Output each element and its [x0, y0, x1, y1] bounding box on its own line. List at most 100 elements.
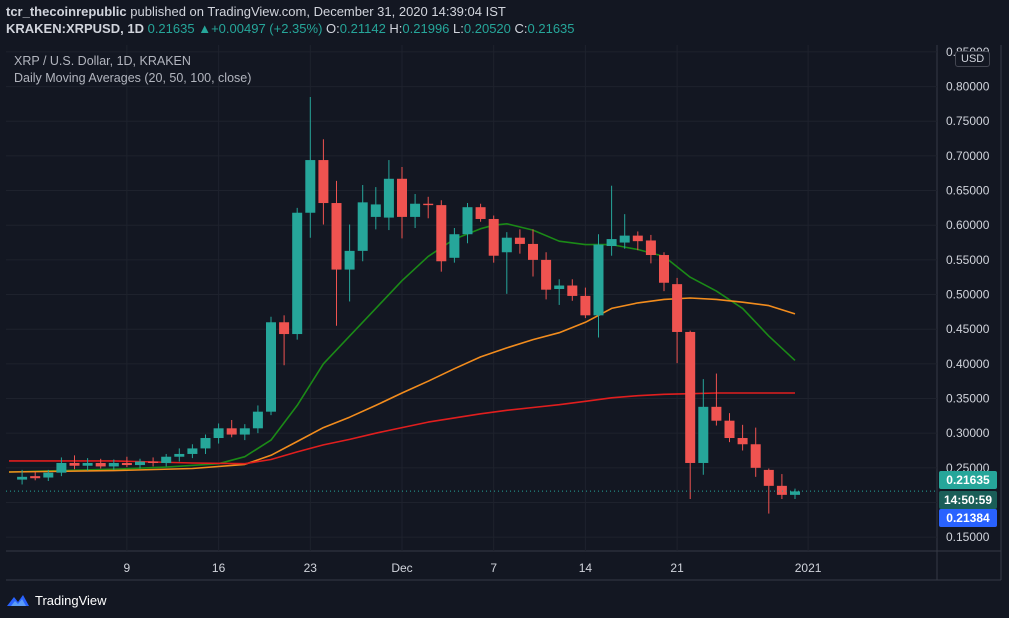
candle-body-up [305, 160, 316, 213]
candle-body-up [239, 428, 250, 435]
candle-body-down [737, 438, 748, 445]
tradingview-logo[interactable]: TradingView [6, 591, 107, 609]
candle-body-down [95, 462, 106, 467]
candle-body-up [619, 235, 630, 243]
candle-body-down [541, 259, 552, 290]
time-tick-label: 16 [212, 561, 226, 575]
candle-body-up [449, 234, 460, 258]
candle-body-up [383, 178, 394, 218]
candle-body-down [763, 469, 774, 486]
candle-body-up [266, 322, 276, 412]
price-change: +0.00497 (+2.35%) [211, 21, 323, 36]
candle-body-up [292, 212, 303, 335]
candle-body-up [698, 406, 709, 463]
close-value: 0.21635 [527, 21, 575, 36]
price-tick-label: 0.30000 [946, 426, 990, 440]
symbol-label[interactable]: KRAKEN:XRPUSD, 1D [6, 21, 144, 36]
up-arrow-icon: ▲ [198, 21, 212, 36]
candle-body-down [580, 295, 591, 316]
legend-indicator[interactable]: Daily Moving Averages (20, 50, 100, clos… [14, 71, 252, 85]
time-tick-label: 7 [490, 561, 497, 575]
candle-body-up [161, 456, 172, 463]
candle-body-down [659, 255, 669, 283]
ohlc-header: KRAKEN:XRPUSD, 1D 0.21635 ▲+0.00497 (+2.… [6, 21, 575, 36]
publish-date: published on TradingView.com, December 3… [130, 4, 506, 19]
candle-body-up [462, 207, 473, 235]
price-tick-label: 0.40000 [946, 357, 990, 371]
last-price-tag: 0.21635 [939, 471, 997, 489]
candle-body-down [318, 160, 329, 204]
candle-body-up [82, 462, 93, 466]
candle-body-up [213, 428, 224, 439]
candle-body-up [108, 462, 119, 467]
candle-body-up [370, 204, 381, 217]
time-tick-label: 2021 [795, 561, 822, 575]
candle-body-up [790, 491, 800, 495]
high-value: 0.21996 [402, 21, 450, 36]
candle-body-down [632, 235, 643, 242]
candle-body-up [187, 448, 198, 454]
candle-body-up [554, 285, 565, 289]
candle-body-down [645, 240, 656, 256]
candle-body-down [121, 462, 132, 466]
candle-body-down [528, 243, 538, 260]
candle-body-down [776, 485, 787, 495]
time-tick-label: 14 [579, 561, 593, 575]
candle-body-down [279, 322, 290, 335]
price-tick-label: 0.75000 [946, 114, 990, 128]
author-name[interactable]: tcr_thecoinrepublic [6, 4, 127, 19]
candle-body-down [331, 203, 342, 270]
time-tick-label: 9 [124, 561, 131, 575]
candle-body-up [593, 244, 604, 316]
candle-body-down [672, 284, 683, 332]
candle-body-up [200, 438, 211, 449]
candle-body-down [475, 207, 486, 219]
countdown-tag: 14:50:59 [939, 491, 997, 509]
candle-body-down [423, 203, 434, 206]
candle-body-down [397, 178, 407, 217]
open-label: O: [326, 21, 340, 36]
price-tick-label: 0.70000 [946, 149, 990, 163]
time-tick-label: 21 [670, 561, 684, 575]
moving-average-tag: 0.21384 [939, 509, 997, 527]
candle-body-down [226, 428, 237, 435]
candle-body-down [488, 218, 499, 256]
candle-body-down [724, 420, 735, 439]
price-tick-label: 0.55000 [946, 253, 990, 267]
legend-instrument[interactable]: XRP / U.S. Dollar, 1D, KRAKEN [14, 54, 191, 68]
candle-body-down [148, 461, 159, 463]
candle-body-down [711, 406, 722, 421]
candle-body-up [344, 250, 355, 270]
price-tick-label: 0.45000 [946, 322, 990, 336]
currency-label[interactable]: USD [955, 51, 991, 67]
moving-average-line [8, 297, 796, 473]
low-label: L: [453, 21, 464, 36]
candle-body-down [514, 237, 525, 244]
price-tick-label: 0.80000 [946, 80, 990, 94]
candle-body-down [750, 444, 761, 468]
candle-body-up [135, 461, 145, 466]
candle-body-up [501, 237, 512, 253]
candle-body-down [567, 285, 578, 296]
price-tick-label: 0.50000 [946, 288, 990, 302]
time-tick-label: Dec [391, 561, 412, 575]
candle-body-up [17, 476, 28, 480]
time-tick-label: 23 [304, 561, 318, 575]
brand-name: TradingView [35, 592, 107, 608]
open-value: 0.21142 [339, 21, 386, 36]
last-price: 0.21635 [147, 21, 195, 36]
tradingview-icon [7, 595, 29, 606]
candle-body-up [606, 239, 617, 247]
publish-info: tcr_thecoinrepublic published on Trading… [6, 4, 506, 19]
price-tick-label: 0.65000 [946, 184, 990, 198]
candle-body-up [56, 462, 67, 473]
price-tick-label: 0.15000 [946, 530, 990, 544]
candle-body-up [43, 472, 54, 478]
price-tick-label: 0.60000 [946, 218, 990, 232]
candle-body-down [436, 205, 447, 262]
price-tick-label: 0.35000 [946, 392, 990, 406]
candle-body-up [252, 411, 263, 429]
low-value: 0.20520 [463, 21, 511, 36]
close-label: C: [514, 21, 528, 36]
